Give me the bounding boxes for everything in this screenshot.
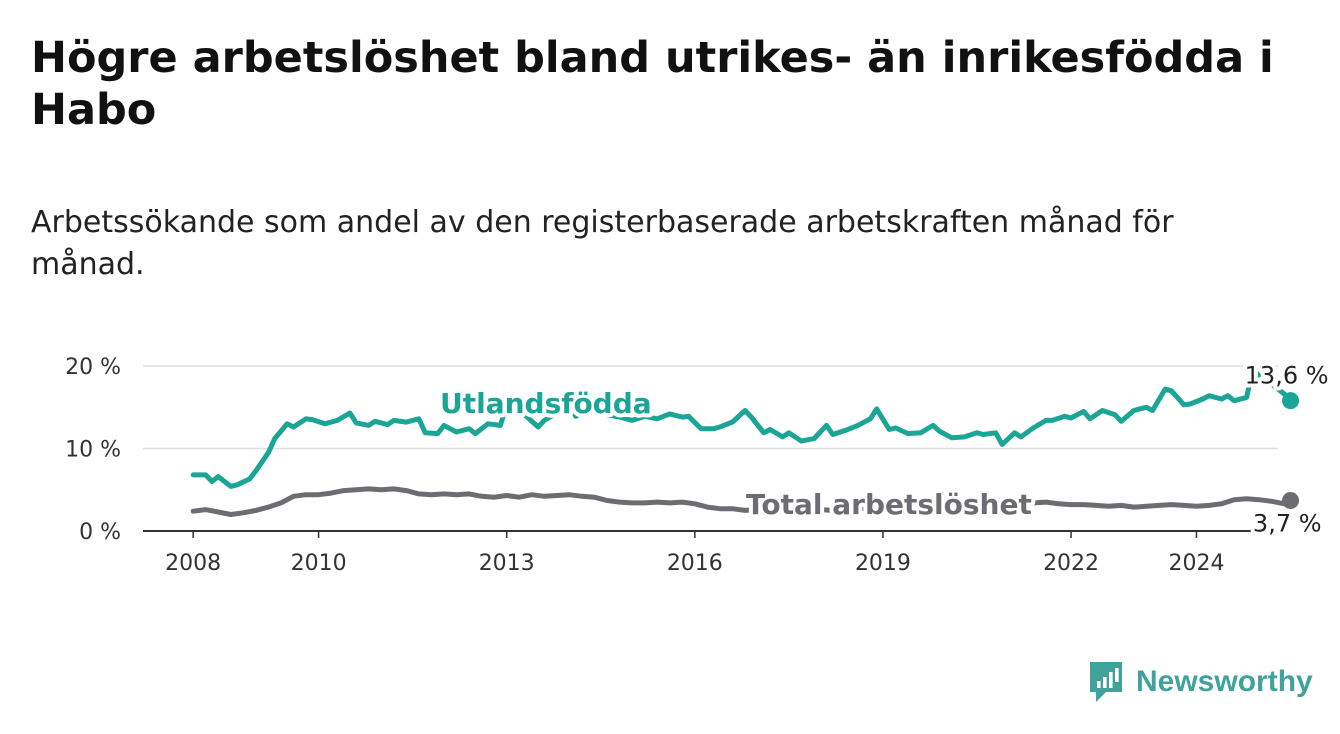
x-tick-label: 2019: [855, 551, 911, 576]
brand-name: Newsworthy: [1136, 665, 1313, 698]
newsworthy-logo-icon: [1090, 662, 1122, 702]
series-label-foreign-born: Utlandsfödda: [440, 387, 652, 420]
end-value-label-foreign-born: 13,6 %: [1245, 362, 1329, 390]
x-tick-label: 2016: [667, 551, 723, 576]
series-line-foreign-born: [190, 366, 1293, 489]
x-tick-label: 2010: [291, 551, 347, 576]
x-tick-label: 2008: [165, 551, 221, 576]
series-line-total: [190, 486, 1293, 517]
y-tick-label: 20 %: [65, 355, 121, 380]
y-tick-label: 10 %: [65, 438, 121, 463]
line-chart: 0 % 10 % 20 % 2008 2010 2013 2016 2019 2022 2024…: [65, 355, 1332, 576]
x-tick-label: 2013: [479, 551, 535, 576]
y-tick-label: 0 %: [79, 520, 121, 545]
x-tick-label: 2022: [1043, 551, 1099, 576]
series-label-total: Total arbetslöshet: [746, 488, 1032, 521]
chart-subtitle: Arbetssökande som andel av den registerb…: [31, 205, 1174, 282]
x-tick-label: 2024: [1168, 551, 1224, 576]
end-value-label-total: 3,7 %: [1253, 509, 1322, 537]
end-point-foreign-born: [1282, 392, 1300, 410]
end-point-total: [1282, 491, 1300, 509]
newsworthy-logo[interactable]: Newsworthy: [1088, 660, 1313, 704]
chart-title: Högre arbetslöshet bland utrikes- än inr…: [31, 33, 1274, 135]
